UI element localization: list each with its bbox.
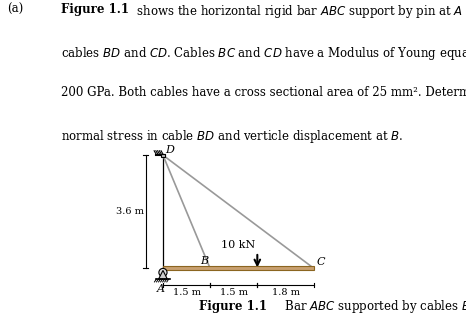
Text: D: D (165, 144, 174, 154)
Text: shows the horizontal rigid bar $\mathit{ABC}$ support by pin at $\mathit{A}$ and: shows the horizontal rigid bar $\mathit{… (133, 3, 466, 20)
Circle shape (159, 268, 167, 277)
Text: 200 GPa. Both cables have a cross sectional area of 25 mm². Determine the: 200 GPa. Both cables have a cross sectio… (61, 86, 466, 100)
Text: Bar $\mathit{ABC}$ supported by cables $\mathit{BD}$ and $\mathit{CD}$: Bar $\mathit{ABC}$ supported by cables $… (277, 298, 466, 315)
Text: A: A (157, 284, 165, 294)
Text: Figure 1.1: Figure 1.1 (61, 3, 129, 16)
Polygon shape (158, 271, 167, 279)
Text: normal stress in cable $\mathit{BD}$ and verticle displacement at $\mathit{B}$.: normal stress in cable $\mathit{BD}$ and… (61, 128, 403, 145)
Text: Figure 1.1: Figure 1.1 (199, 300, 267, 313)
Text: 1.5 m: 1.5 m (220, 288, 248, 297)
Text: (a): (a) (7, 3, 23, 16)
Text: B: B (200, 256, 209, 266)
Text: 1.5 m: 1.5 m (172, 288, 200, 297)
Text: 10 kN: 10 kN (221, 240, 255, 250)
Text: 3.6 m: 3.6 m (116, 207, 144, 216)
FancyBboxPatch shape (163, 266, 314, 271)
Bar (161, 154, 164, 157)
Text: cables $\mathit{BD}$ and $\mathit{CD}$. Cables $\mathit{BC}$ and $\mathit{CD}$ h: cables $\mathit{BD}$ and $\mathit{CD}$. … (61, 44, 466, 62)
Text: C: C (316, 257, 325, 267)
Text: 1.8 m: 1.8 m (272, 288, 300, 297)
